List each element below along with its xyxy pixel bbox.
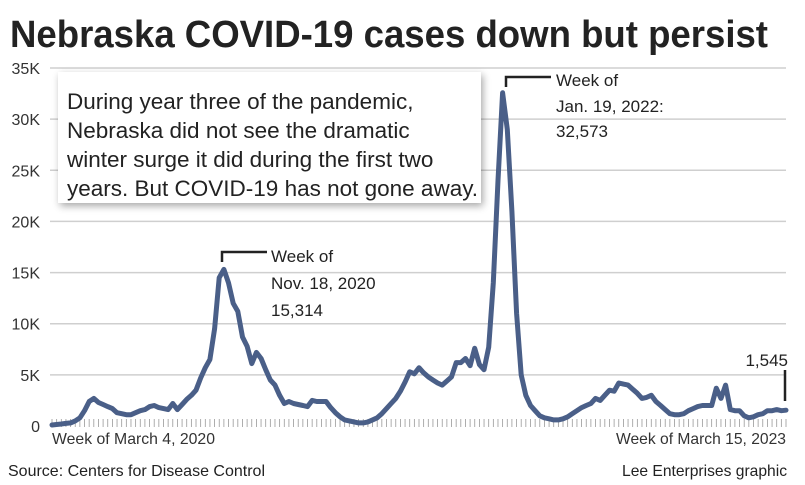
y-tick-label: 15K	[12, 266, 41, 283]
annotation-label: 32,573	[556, 122, 608, 141]
y-axis-ticks: 0 5K 10K 15K 20K 25K 30K 35K	[12, 61, 41, 436]
credit-note: Lee Enterprises graphic	[622, 463, 787, 480]
note-box: During year three of the pandemic, Nebra…	[58, 72, 481, 203]
y-tick-label: 35K	[12, 61, 41, 78]
annotation-label: Week of	[271, 247, 333, 266]
annotation-label: Nov. 18, 2020	[271, 274, 376, 293]
note-line: Nebraska did not see the dramatic	[67, 118, 410, 143]
annotation-label: 1,545	[745, 351, 788, 370]
annotation-peak-2020: Week of Nov. 18, 2020 15,314	[220, 247, 376, 320]
annotation-peak-2022: Week of Jan. 19, 2022: 32,573	[504, 71, 664, 141]
source-note: Source: Centers for Disease Control	[8, 463, 265, 480]
note-line: During year three of the pandemic,	[67, 89, 413, 114]
x-label-start: Week of March 4, 2020	[52, 431, 215, 448]
annotation-label: Jan. 19, 2022:	[556, 97, 664, 116]
y-tick-label: 0	[31, 419, 40, 436]
series-line	[49, 90, 789, 428]
annotation-label: Week of	[556, 71, 618, 90]
annotation-bracket	[220, 250, 267, 262]
x-label-end: Week of March 15, 2023	[616, 431, 786, 448]
x-axis-tick-marks	[51, 419, 787, 427]
note-line: years. But COVID-19 has not gone away.	[67, 176, 478, 201]
y-tick-label: 20K	[12, 214, 41, 231]
y-tick-label: 5K	[20, 368, 40, 385]
y-tick-label: 10K	[12, 317, 41, 334]
annotation-latest: 1,545	[745, 351, 788, 401]
y-tick-label: 25K	[12, 163, 41, 180]
chart-title: Nebraska COVID-19 cases down but persist	[10, 14, 768, 56]
annotation-label: 15,314	[271, 301, 323, 320]
y-tick-label: 30K	[12, 112, 41, 129]
note-line: winter surge it did during the first two	[66, 147, 433, 172]
annotation-bracket	[504, 75, 551, 87]
